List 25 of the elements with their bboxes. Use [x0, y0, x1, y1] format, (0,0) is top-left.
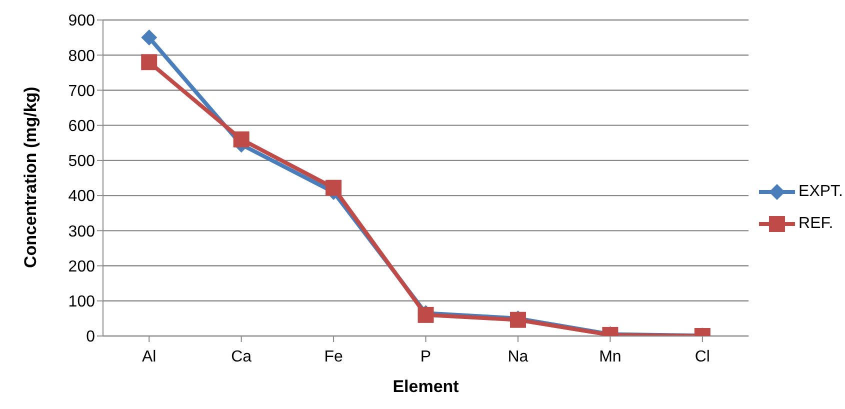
- x-tick-label: Ca: [231, 348, 252, 366]
- legend-label: REF.: [798, 215, 834, 232]
- point: [141, 30, 158, 46]
- y-tick-label: 900: [68, 12, 96, 30]
- x-tick-label: Na: [508, 348, 528, 366]
- y-axis-title: Concentration (mg/kg): [21, 86, 40, 268]
- y-tick-label: 400: [68, 188, 96, 206]
- x-tick-label: Mn: [599, 348, 622, 366]
- x-tick-label: P: [420, 348, 432, 366]
- y-tick-label: 800: [68, 48, 96, 65]
- x-axis-title: Element: [392, 377, 460, 396]
- point: [141, 54, 158, 70]
- point: [326, 180, 342, 196]
- x-tick-label: Cl: [694, 348, 710, 366]
- y-tick-label: 200: [68, 258, 96, 276]
- legend-label: EXPT.: [798, 183, 843, 200]
- y-tick-label: 600: [68, 118, 96, 136]
- x-tick-label: Fe: [324, 348, 343, 366]
- x-tick-label: Al: [142, 348, 156, 366]
- y-tick-label: 500: [68, 153, 96, 170]
- y-tick-label: 700: [68, 82, 96, 100]
- y-tick-label: 100: [68, 294, 96, 311]
- point: [233, 131, 250, 148]
- y-tick-label: 0: [86, 328, 96, 346]
- y-tick-label: 300: [68, 223, 96, 240]
